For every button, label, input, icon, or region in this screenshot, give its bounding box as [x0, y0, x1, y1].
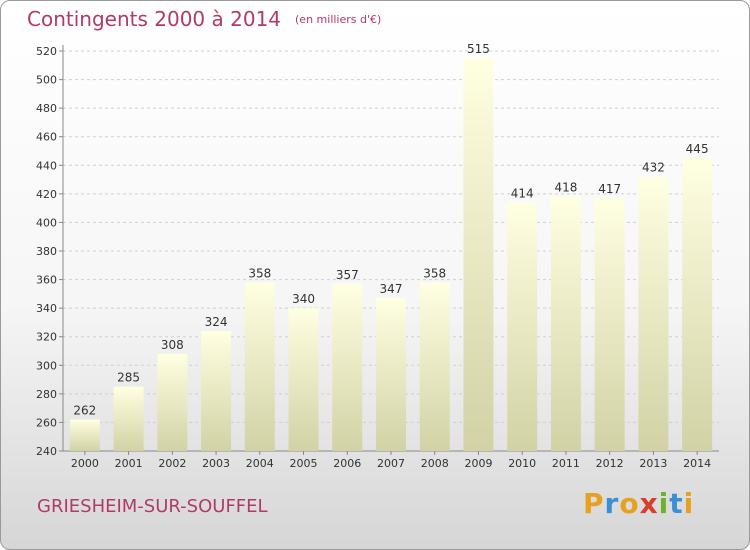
- logo-letter: r: [604, 487, 620, 520]
- bars: [69, 58, 713, 452]
- x-tick-label-2007: 2007: [377, 457, 405, 470]
- value-label-2005: 340: [292, 292, 315, 306]
- bar-2005: [288, 308, 319, 451]
- y-tick-label: 400: [36, 216, 57, 229]
- x-tick-label-2008: 2008: [421, 457, 449, 470]
- logo-letter: P: [583, 487, 605, 520]
- x-tick-label-2012: 2012: [596, 457, 624, 470]
- logo-letter: i: [683, 487, 695, 520]
- bar-2001: [113, 386, 144, 451]
- bar-2012: [594, 198, 625, 451]
- bar-2004: [244, 282, 275, 451]
- x-tick-label-2001: 2001: [115, 457, 143, 470]
- x-tick-label-2004: 2004: [246, 457, 274, 470]
- y-tick-label: 480: [36, 102, 57, 115]
- x-tick-label-2003: 2003: [202, 457, 230, 470]
- bar-2006: [332, 283, 363, 451]
- value-label-2013: 432: [642, 161, 665, 175]
- y-tick-label: 380: [36, 245, 57, 258]
- bar-2000: [69, 419, 100, 451]
- bar-2011: [550, 196, 581, 451]
- y-tick-label: 240: [36, 445, 57, 458]
- value-label-2003: 324: [205, 315, 228, 329]
- x-tick-label-2014: 2014: [683, 457, 711, 470]
- unit-label: (en milliers d'€): [295, 13, 382, 26]
- value-label-2008: 358: [423, 266, 446, 280]
- y-tick-label: 520: [36, 45, 57, 58]
- y-tick-label: 320: [36, 331, 57, 344]
- y-tick-label: 440: [36, 159, 57, 172]
- proxiti-logo: Proxiti: [583, 487, 694, 520]
- y-tick-label: 360: [36, 274, 57, 287]
- bar-2007: [376, 298, 406, 451]
- value-label-2014: 445: [686, 142, 709, 156]
- value-label-2006: 357: [336, 268, 359, 282]
- x-tick-label-2005: 2005: [290, 457, 318, 470]
- logo-letter: i: [658, 487, 670, 520]
- bar-2003: [201, 331, 232, 451]
- bar-2008: [419, 282, 450, 451]
- value-label-2007: 347: [380, 282, 403, 296]
- y-tick-label: 340: [36, 302, 57, 315]
- logo-letter: x: [639, 487, 659, 520]
- bar-2009: [463, 58, 494, 452]
- title-text: Contingents 2000 à 2014: [27, 7, 282, 31]
- value-label-2001: 285: [117, 371, 140, 385]
- logo-letter: o: [619, 487, 640, 520]
- bar-2010: [507, 202, 538, 451]
- x-tick-label-2010: 2010: [508, 457, 536, 470]
- x-tick-label-2006: 2006: [333, 457, 361, 470]
- value-label-2010: 414: [511, 186, 534, 200]
- town-name: GRIESHEIM-SUR-SOUFFEL: [37, 496, 268, 517]
- y-tick-label: 260: [36, 416, 57, 429]
- y-tick-label: 460: [36, 131, 57, 144]
- logo-letter: t: [669, 487, 684, 520]
- value-label-2004: 358: [248, 266, 271, 280]
- y-tick-label: 280: [36, 388, 57, 401]
- chart-title: Contingents 2000 à 2014 (en milliers d'€): [27, 7, 381, 31]
- x-tick-label-2009: 2009: [464, 457, 492, 470]
- y-tick-label: 420: [36, 188, 57, 201]
- value-label-2012: 417: [598, 182, 621, 196]
- bar-2014: [682, 158, 713, 451]
- bar-2013: [638, 176, 669, 451]
- value-label-2011: 418: [554, 181, 577, 195]
- value-label-2000: 262: [73, 404, 96, 418]
- labels: 262 285 308 324 358 340 357 347 358 515 414 418 417 4…: [73, 42, 708, 417]
- x-tick-label-2011: 2011: [552, 457, 580, 470]
- x-tick-label-2000: 2000: [71, 457, 99, 470]
- bar-2002: [157, 353, 188, 451]
- value-label-2009: 515: [467, 42, 490, 56]
- x-tick-label-2013: 2013: [639, 457, 667, 470]
- x-tick-label-2002: 2002: [158, 457, 186, 470]
- value-label-2002: 308: [161, 338, 184, 352]
- y-tick-label: 500: [36, 74, 57, 87]
- y-tick-label: 300: [36, 359, 57, 372]
